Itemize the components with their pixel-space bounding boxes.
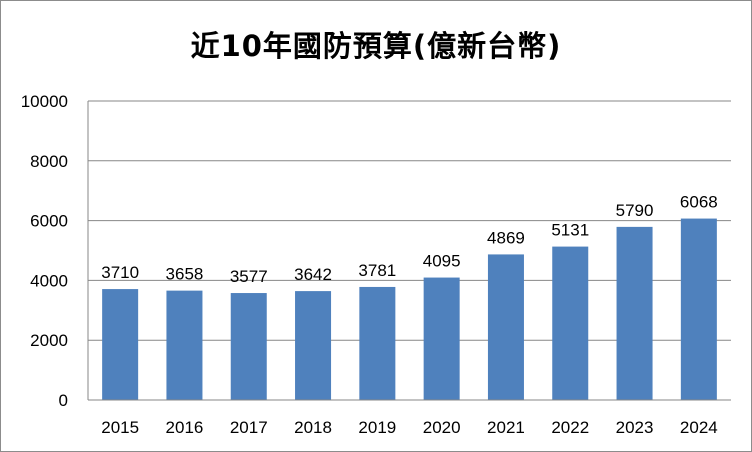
x-tick-label: 2022 [551, 418, 589, 437]
bar [487, 254, 524, 400]
x-tick-label: 2021 [487, 418, 525, 437]
data-label: 3781 [358, 261, 396, 280]
x-tick-label: 2016 [166, 418, 204, 437]
y-tick-label: 10000 [21, 92, 68, 111]
y-tick-label: 0 [59, 391, 68, 410]
x-tick-label: 2018 [294, 418, 332, 437]
bar [552, 246, 589, 400]
y-tick-label: 6000 [30, 212, 68, 231]
bar [295, 291, 332, 400]
axes: 0 2000 4000 6000 8000 10000 2015 2016 2017 2018 20… [21, 92, 731, 437]
data-label: 5790 [616, 201, 654, 220]
data-label: 4869 [487, 228, 525, 247]
bar [102, 289, 139, 400]
x-tick-label: 2015 [101, 418, 139, 437]
x-tick-label: 2019 [358, 418, 396, 437]
data-label: 3577 [230, 267, 268, 286]
x-tick-label: 2024 [680, 418, 718, 437]
x-tick-label: 2017 [230, 418, 268, 437]
data-labels: 3710 3658 3577 3642 3781 4095 4869 5131 5790 6068 [101, 193, 718, 286]
y-tick-label: 2000 [30, 331, 68, 350]
data-label: 5131 [551, 221, 589, 240]
bar [359, 286, 396, 400]
bars [102, 218, 717, 400]
data-label: 3642 [294, 265, 332, 284]
data-label: 3658 [166, 265, 204, 284]
chart-title: 近10年國防預算(億新台幣) [190, 29, 562, 63]
x-tick-label: 2023 [616, 418, 654, 437]
y-tick-label: 8000 [30, 152, 68, 171]
data-label: 6068 [680, 193, 718, 212]
data-label: 4095 [423, 252, 461, 271]
bar [616, 226, 653, 400]
bar [680, 218, 717, 400]
y-tick-label: 4000 [30, 271, 68, 290]
bar [230, 293, 267, 400]
bar [166, 290, 203, 400]
bar [423, 277, 460, 400]
x-tick-label: 2020 [423, 418, 461, 437]
data-label: 3710 [101, 263, 139, 282]
